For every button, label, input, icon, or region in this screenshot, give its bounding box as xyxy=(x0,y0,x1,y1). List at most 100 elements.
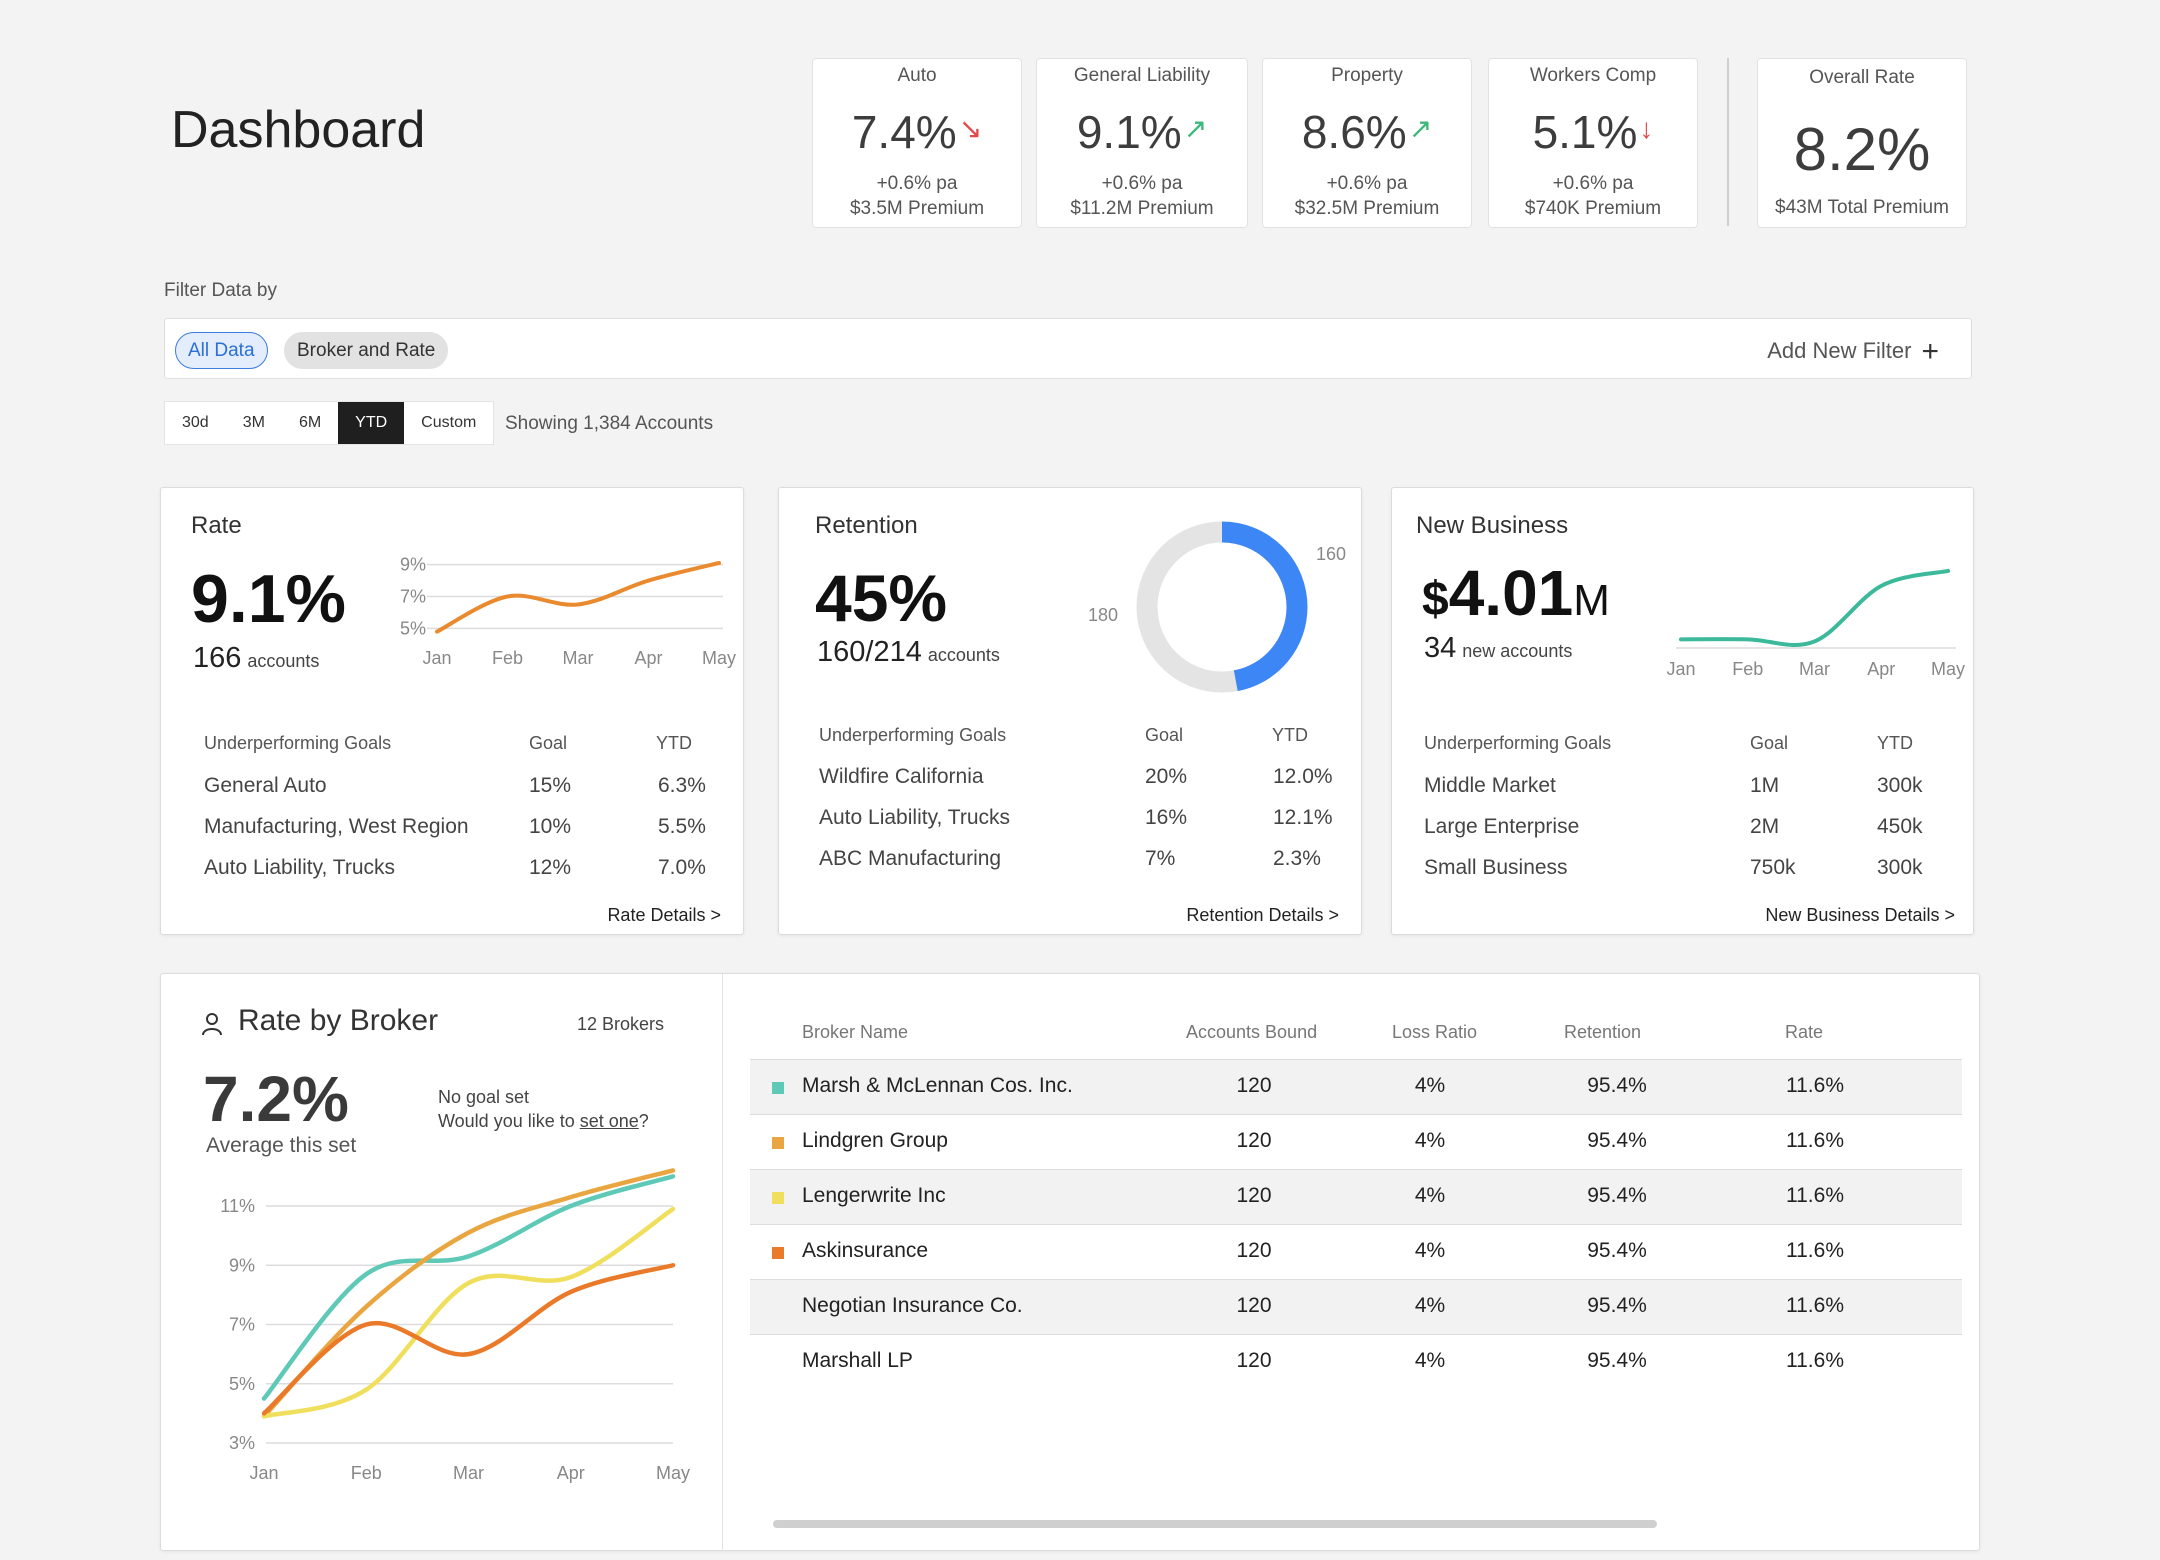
kpi-workers-comp[interactable]: Workers Comp 5.1%↓ +0.6% pa $740K Premiu… xyxy=(1488,58,1698,228)
kpi-total-premium: $43M Total Premium xyxy=(1775,197,1949,218)
retention: 95.4% xyxy=(1587,1129,1647,1152)
x-tick-label: May xyxy=(656,1463,690,1483)
kpi-general-liability[interactable]: General Liability 9.1%↗ +0.6% pa $11.2M … xyxy=(1036,58,1248,228)
loss-ratio: 4% xyxy=(1414,1294,1446,1317)
rate: 11.6% xyxy=(1786,1184,1844,1207)
table-row[interactable]: Negotian Insurance Co. 120 4% 95.4% 11.6… xyxy=(750,1279,1962,1334)
new-business-sparkline: Jan Feb Mar Apr May xyxy=(1666,568,1965,679)
table-row[interactable]: Askinsurance 120 4% 95.4% 11.6% xyxy=(750,1224,1962,1279)
rate-details-link[interactable]: Rate Details > xyxy=(607,905,721,925)
table-row[interactable]: Marshall LP 120 4% 95.4% 11.6% xyxy=(750,1334,1962,1389)
goal-ytd: 300k xyxy=(1877,856,1923,879)
range-custom[interactable]: Custom xyxy=(421,414,477,431)
goal-target: 12% xyxy=(529,856,572,879)
donut-label: 160 xyxy=(1316,544,1346,564)
goal-ytd: 7.0% xyxy=(658,856,706,879)
range-ytd[interactable]: YTD xyxy=(338,402,405,444)
kpi-label: Workers Comp xyxy=(1529,65,1657,86)
new-business-card: New Business $4.01M 34 new accounts Jan Fe… xyxy=(1391,487,1974,935)
y-tick-label: 9% xyxy=(229,1255,255,1275)
broker-count: 12 Brokers xyxy=(577,1014,665,1034)
filter-chip-all-data[interactable]: All Data xyxy=(175,332,268,369)
table-header-accounts-bound[interactable]: Accounts Bound xyxy=(1186,1022,1318,1042)
kpi-divider xyxy=(1727,58,1729,226)
broker-rate-chart: 3% 5% 7% 9% 11% Jan Feb Mar Apr May xyxy=(220,1168,690,1483)
accounts-bound: 120 xyxy=(1236,1294,1272,1317)
add-new-filter-button[interactable]: Add New Filter + xyxy=(1767,335,1939,369)
goal-name: Auto Liability, Trucks xyxy=(204,856,396,879)
goal-name: Auto Liability, Trucks xyxy=(819,806,1011,829)
goal-name: General Auto xyxy=(204,774,327,797)
kpi-premium: $3.5M Premium xyxy=(849,198,985,219)
accounts-bound: 120 xyxy=(1236,1074,1272,1097)
x-tick-label: Feb xyxy=(492,648,523,668)
kpi-change: +0.6% pa xyxy=(1552,173,1634,194)
retention-accounts: 160/214 accounts xyxy=(817,636,1000,668)
showing-accounts: Showing 1,384 Accounts xyxy=(505,413,714,434)
table-header-loss-ratio[interactable]: Loss Ratio xyxy=(1392,1022,1478,1042)
table-header-rate[interactable]: Rate xyxy=(1785,1022,1824,1042)
kpi-value: 8.6%↗ xyxy=(1301,106,1433,158)
goal-target: 10% xyxy=(529,815,572,838)
x-tick-label: Jan xyxy=(1666,659,1695,679)
goals-header-ytd: YTD xyxy=(656,733,692,753)
goal-target: 2M xyxy=(1750,815,1780,838)
date-range-selector: 30d 3M 6M YTD Custom xyxy=(164,401,495,445)
table-row[interactable]: Marsh & McLennan Cos. Inc. 120 4% 95.4% … xyxy=(750,1059,1962,1114)
kpi-premium: $32.5M Premium xyxy=(1294,198,1440,219)
y-tick-label: 5% xyxy=(229,1374,255,1394)
y-tick-label: 11% xyxy=(220,1196,255,1216)
kpi-value: 5.1%↓ xyxy=(1532,106,1654,158)
goals-header-goal: Goal xyxy=(529,733,568,753)
new-business-accounts: 34 new accounts xyxy=(1424,632,1573,664)
table-header-retention[interactable]: Retention xyxy=(1564,1022,1642,1042)
table-row[interactable]: Lindgren Group 120 4% 95.4% 11.6% xyxy=(750,1114,1962,1169)
goal-ytd: 5.5% xyxy=(658,815,706,838)
donut-label: 180 xyxy=(1088,605,1118,625)
rate: 11.6% xyxy=(1786,1239,1844,1262)
new-business-details-link[interactable]: New Business Details > xyxy=(1765,905,1955,925)
loss-ratio: 4% xyxy=(1414,1129,1446,1152)
x-tick-label: May xyxy=(702,648,736,668)
range-3m[interactable]: 3M xyxy=(242,414,265,431)
trend-up-icon: ↗ xyxy=(1183,113,1208,144)
broker-name: Lindgren Group xyxy=(802,1129,948,1152)
loss-ratio: 4% xyxy=(1414,1349,1446,1372)
table-header-broker-name[interactable]: Broker Name xyxy=(802,1022,909,1042)
goal-target: 15% xyxy=(529,774,572,797)
table-row[interactable]: Lengerwrite Inc 120 4% 95.4% 11.6% xyxy=(750,1169,1962,1224)
kpi-property[interactable]: Property 8.6%↗ +0.6% pa $32.5M Premium xyxy=(1262,58,1472,228)
retention: 95.4% xyxy=(1587,1294,1647,1317)
x-tick-label: May xyxy=(1931,659,1965,679)
kpi-overall-rate[interactable]: Overall Rate 8.2% $43M Total Premium xyxy=(1757,58,1967,228)
series-line-0 xyxy=(261,1174,676,1401)
accounts-bound: 120 xyxy=(1236,1184,1272,1207)
kpi-premium: $11.2M Premium xyxy=(1070,198,1214,219)
broker-name: Marsh & McLennan Cos. Inc. xyxy=(802,1074,1073,1097)
x-tick-label: Mar xyxy=(563,648,594,668)
series-swatch xyxy=(772,1137,784,1149)
goals-header-ytd: YTD xyxy=(1272,725,1308,745)
x-tick-label: Mar xyxy=(1799,659,1830,679)
retention-card: Retention 45% 160/214 accounts 160 180 Und… xyxy=(778,487,1362,935)
series-swatch xyxy=(772,1082,784,1094)
trend-down-icon: ↓ xyxy=(1639,113,1654,144)
kpi-label: General Liability xyxy=(1073,65,1211,86)
range-6m[interactable]: 6M xyxy=(298,414,322,431)
table-horizontal-scrollbar[interactable] xyxy=(773,1520,1657,1528)
series-swatch xyxy=(772,1247,784,1259)
set-goal-link[interactable]: set one xyxy=(579,1111,639,1131)
accounts-bound: 120 xyxy=(1236,1129,1272,1152)
filter-chip-broker-and-rate[interactable]: Broker and Rate xyxy=(284,332,449,369)
goal-target: 7% xyxy=(1145,847,1176,870)
x-tick-label: Feb xyxy=(1732,659,1763,679)
kpi-value: 9.1%↗ xyxy=(1076,106,1208,158)
broker-average-label: Average this set xyxy=(206,1134,357,1157)
range-30d[interactable]: 30d xyxy=(182,414,209,431)
y-tick-label: 9% xyxy=(400,555,426,575)
retention-details-link[interactable]: Retention Details > xyxy=(1186,905,1339,925)
series-line-0 xyxy=(1679,568,1950,647)
card-title: Rate by Broker xyxy=(238,1004,439,1037)
goal-ytd: 2.3% xyxy=(1273,847,1321,870)
kpi-auto[interactable]: Auto 7.4%↘ +0.6% pa $3.5M Premium xyxy=(812,58,1022,228)
